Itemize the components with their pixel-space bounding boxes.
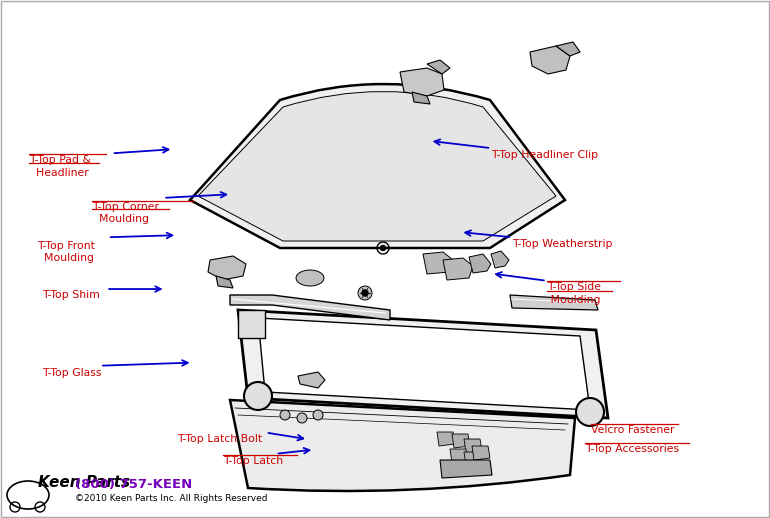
- Circle shape: [244, 382, 272, 410]
- Circle shape: [280, 410, 290, 420]
- Polygon shape: [238, 310, 265, 338]
- Circle shape: [297, 413, 307, 423]
- Circle shape: [358, 286, 372, 300]
- Polygon shape: [464, 439, 482, 453]
- Text: T-Top Latch Bolt: T-Top Latch Bolt: [177, 434, 263, 444]
- Text: T-Top Front
  Moulding: T-Top Front Moulding: [37, 241, 95, 263]
- Text: Keen Parts: Keen Parts: [38, 475, 130, 490]
- Polygon shape: [469, 254, 491, 273]
- Polygon shape: [296, 270, 324, 286]
- Polygon shape: [238, 310, 608, 418]
- Text: T-Top Pad &
  Headliner: T-Top Pad & Headliner: [29, 155, 91, 178]
- Circle shape: [576, 398, 604, 426]
- Circle shape: [362, 290, 368, 296]
- Polygon shape: [258, 318, 590, 410]
- Text: T-Top Corner
  Moulding: T-Top Corner Moulding: [92, 202, 159, 224]
- Text: Velcro Fastener: Velcro Fastener: [591, 425, 675, 435]
- Circle shape: [380, 246, 386, 251]
- Polygon shape: [427, 60, 450, 74]
- Polygon shape: [216, 276, 233, 288]
- Polygon shape: [472, 446, 490, 460]
- Polygon shape: [412, 92, 430, 104]
- Text: T-Top Shim: T-Top Shim: [42, 290, 100, 300]
- Polygon shape: [400, 68, 444, 96]
- PathPatch shape: [190, 84, 565, 248]
- Circle shape: [313, 410, 323, 420]
- PathPatch shape: [230, 400, 575, 491]
- Polygon shape: [443, 258, 473, 280]
- Text: T-Top Headliner Clip: T-Top Headliner Clip: [491, 150, 598, 160]
- Polygon shape: [230, 295, 390, 320]
- PathPatch shape: [198, 92, 556, 241]
- Polygon shape: [452, 434, 470, 448]
- Polygon shape: [450, 449, 468, 463]
- Text: T-Top Weatherstrip: T-Top Weatherstrip: [512, 239, 613, 249]
- Polygon shape: [530, 46, 570, 74]
- Text: T-Top Accessories: T-Top Accessories: [585, 444, 679, 454]
- Polygon shape: [437, 432, 455, 446]
- Text: ©2010 Keen Parts Inc. All Rights Reserved: ©2010 Keen Parts Inc. All Rights Reserve…: [75, 494, 267, 503]
- Polygon shape: [556, 42, 580, 56]
- Polygon shape: [423, 252, 453, 274]
- Polygon shape: [491, 251, 509, 268]
- Polygon shape: [208, 256, 246, 280]
- Polygon shape: [510, 295, 598, 310]
- Text: T-Top Latch: T-Top Latch: [223, 456, 283, 466]
- Text: T-Top Side
 Moulding: T-Top Side Moulding: [547, 282, 601, 305]
- Polygon shape: [440, 460, 492, 478]
- Text: T-Top Glass: T-Top Glass: [42, 368, 102, 378]
- Text: (800) 757-KEEN: (800) 757-KEEN: [75, 478, 192, 491]
- Polygon shape: [464, 452, 482, 466]
- Polygon shape: [298, 372, 325, 388]
